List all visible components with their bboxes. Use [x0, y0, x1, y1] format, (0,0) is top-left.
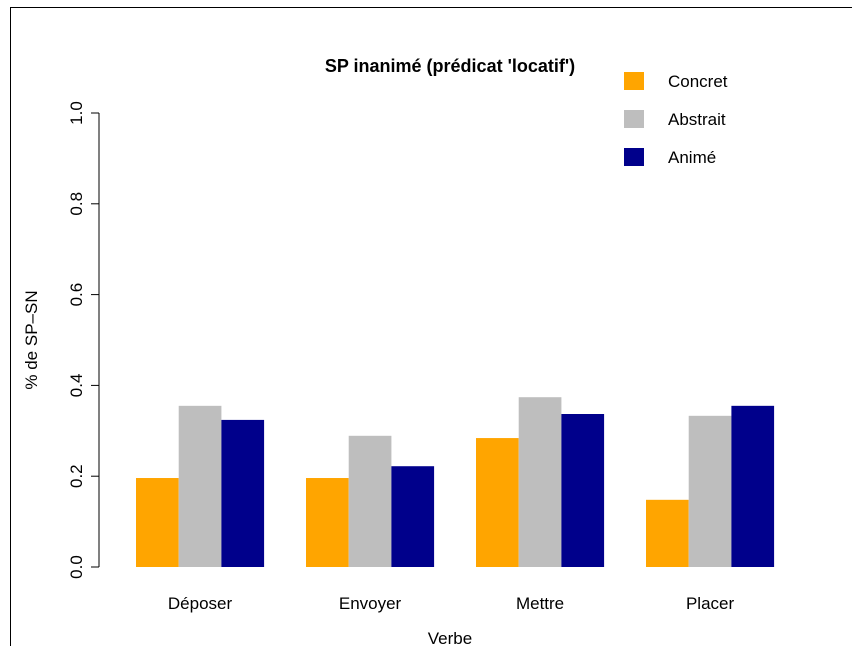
- bar: [221, 419, 265, 567]
- y-tick-label: 0.2: [67, 464, 86, 488]
- bar: [688, 415, 732, 567]
- y-tick-label: 0.6: [67, 283, 86, 307]
- bar: [646, 499, 689, 567]
- frame: [10, 7, 852, 646]
- bar: [348, 435, 392, 567]
- legend-swatch: [624, 110, 644, 128]
- bar: [136, 478, 179, 567]
- legend-label: Concret: [668, 72, 728, 91]
- bar: [731, 405, 775, 567]
- x-tick-label: Envoyer: [339, 594, 402, 613]
- y-axis-label: % de SP–SN: [22, 290, 41, 389]
- y-tick-label: 0.8: [67, 192, 86, 216]
- chart-title: SP inanimé (prédicat 'locatif'): [325, 56, 575, 76]
- bar: [178, 405, 222, 567]
- x-tick-label: Déposer: [168, 594, 233, 613]
- legend-swatch: [624, 72, 644, 90]
- legend-label: Abstrait: [668, 110, 726, 129]
- bar: [391, 466, 435, 567]
- x-tick-label: Mettre: [516, 594, 564, 613]
- y-tick-label: 0.4: [67, 374, 86, 398]
- bar: [476, 438, 519, 567]
- x-axis-label: Verbe: [428, 629, 472, 646]
- bar: [306, 478, 349, 567]
- bar: [518, 397, 562, 567]
- legend-label: Animé: [668, 148, 716, 167]
- y-tick-label: 1.0: [67, 101, 86, 125]
- bar: [561, 414, 605, 567]
- x-tick-label: Placer: [686, 594, 735, 613]
- legend-swatch: [624, 148, 644, 166]
- y-tick-label: 0.0: [67, 555, 86, 579]
